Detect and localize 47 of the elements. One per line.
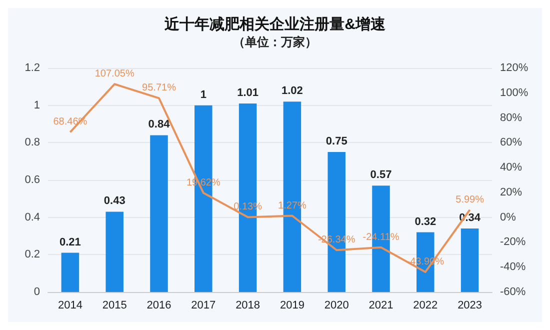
data-label: 0.75: [326, 136, 348, 148]
x-tick-label: 2014: [58, 300, 82, 312]
y-tick-label: 0.4: [24, 211, 40, 224]
x-tick-label: 2019: [280, 300, 304, 312]
y2-tick-label: -60%: [500, 286, 526, 298]
data-label: 1: [200, 88, 206, 101]
y-tick-label: 0: [34, 286, 40, 298]
data-label: 19.62%: [186, 177, 220, 188]
data-label: 0.84: [148, 118, 171, 131]
data-label: 107.05%: [94, 68, 134, 80]
x-tick-label: 2020: [324, 300, 349, 312]
y2-tick-label: 0%: [500, 211, 516, 224]
data-label: 95.71%: [142, 82, 176, 94]
y-tick-label: 0.8: [24, 136, 40, 149]
bar: [460, 228, 479, 292]
chart-title: 近十年减肥相关企业注册量&增速: [164, 15, 386, 33]
x-tick-label: 2016: [146, 300, 172, 312]
y2-tick-label: -40%: [500, 261, 526, 274]
bar: [150, 135, 168, 292]
chart-subtitle: （单位：万家）: [233, 35, 317, 49]
y2-tick-label: 20%: [500, 186, 522, 198]
y2-tick-label: -20%: [500, 236, 526, 248]
data-label: 0.57: [370, 169, 392, 182]
x-tick-label: 2022: [413, 300, 438, 312]
y2-tick-label: 40%: [500, 162, 522, 174]
data-label: 0.21: [59, 236, 81, 248]
x-tick-label: 2021: [368, 300, 394, 312]
data-label: 1.02: [281, 85, 303, 98]
data-label: -26.34%: [318, 234, 356, 246]
y-tick-label: 1: [34, 99, 40, 112]
data-label: 5.99%: [456, 194, 484, 206]
x-tick-label: 2017: [191, 300, 216, 312]
bar: [106, 212, 124, 292]
x-tick-label: 2018: [236, 300, 260, 312]
y2-tick-label: 120%: [500, 62, 528, 74]
data-label: 0.43: [104, 195, 126, 208]
bar: [61, 252, 80, 292]
y2-tick-label: 80%: [500, 112, 522, 124]
y-tick-label: 0.2: [24, 248, 40, 261]
y2-tick-label: 100%: [500, 86, 528, 99]
y-tick-label: 1.2: [24, 62, 40, 74]
y2-tick-label: 60%: [500, 136, 522, 149]
y-tick-label: 0.6: [24, 174, 40, 186]
data-label: 1.01: [237, 86, 259, 99]
data-label: 0.32: [414, 216, 436, 228]
x-tick-label: 2015: [102, 300, 127, 312]
x-tick-label: 2023: [458, 300, 482, 312]
